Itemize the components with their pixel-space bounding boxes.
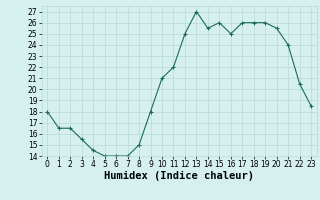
- X-axis label: Humidex (Indice chaleur): Humidex (Indice chaleur): [104, 171, 254, 181]
